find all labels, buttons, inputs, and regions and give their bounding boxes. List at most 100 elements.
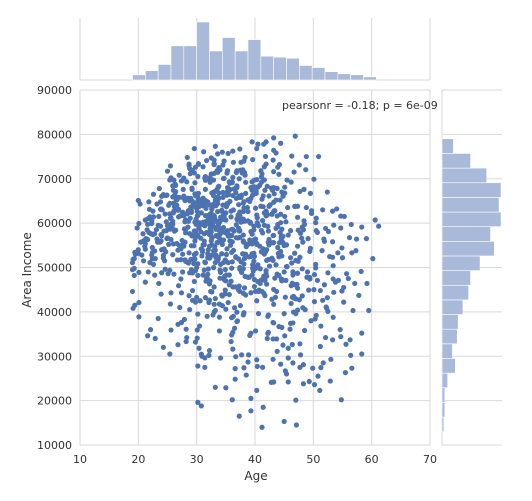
scatter-point (347, 337, 353, 343)
scatter-point (348, 221, 354, 228)
scatter-point (248, 408, 254, 414)
scatter-point (318, 323, 324, 329)
scatter-point (152, 272, 158, 278)
scatter-point (185, 218, 192, 224)
scatter-point (145, 333, 151, 339)
y-tick-label: 70000 (37, 173, 72, 186)
scatter-point (275, 244, 281, 251)
scatter-point (301, 218, 307, 224)
y-tick-label: 90000 (37, 84, 72, 97)
scatter-point (230, 192, 236, 199)
scatter-point (241, 261, 247, 267)
scatter-point (285, 232, 291, 238)
scatter-point (209, 289, 215, 295)
scatter-point (228, 208, 234, 214)
scatter-point (131, 272, 137, 279)
scatter-point (279, 189, 285, 195)
scatter-point (142, 279, 148, 285)
scatter-point (215, 208, 221, 215)
scatter-point (247, 238, 253, 244)
scatter-point (353, 236, 360, 242)
scatter-point (157, 223, 164, 229)
top-hist-bar (234, 50, 249, 81)
scatter-point (152, 335, 158, 342)
scatter-point (192, 339, 199, 345)
scatter-point (248, 395, 254, 401)
scatter-point (299, 266, 305, 272)
scatter-point (171, 208, 177, 214)
scatter-point (196, 204, 202, 210)
scatter-point (153, 226, 160, 233)
scatter-point (184, 154, 190, 161)
scatter-point (191, 278, 197, 285)
right-hist-bar (441, 343, 453, 359)
scatter-point (260, 404, 266, 410)
scatter-point (145, 221, 151, 227)
scatter-point (196, 323, 203, 329)
scatter-point (195, 272, 201, 279)
scatter-point (319, 248, 325, 254)
scatter-point (288, 179, 294, 185)
scatter-point (132, 302, 138, 308)
scatter-point (323, 304, 329, 310)
scatter-point (243, 179, 249, 185)
scatter-point (159, 207, 165, 213)
top-hist-bar (157, 64, 172, 81)
top-hist-bar (350, 74, 364, 81)
scatter-point (263, 139, 269, 145)
scatter-point (132, 251, 139, 257)
scatter-point (271, 147, 277, 153)
scatter-point (159, 270, 165, 276)
scatter-point (170, 183, 176, 189)
scatter-point (161, 228, 167, 234)
scatter-point (202, 212, 209, 219)
scatter-point (266, 242, 272, 248)
scatter-point (142, 217, 148, 223)
scatter-point (254, 263, 260, 270)
right-hist-bar (441, 372, 449, 389)
scatter-point (210, 265, 217, 271)
scatter-point (179, 237, 185, 244)
scatter-point (276, 240, 283, 246)
scatter-point (292, 133, 298, 139)
scatter-point (150, 191, 157, 197)
scatter-point (236, 413, 242, 419)
scatter-point (230, 159, 237, 165)
scatter-point (277, 229, 283, 236)
y-tick-label: 30000 (37, 350, 72, 363)
scatter-point (182, 230, 189, 236)
scatter-point (294, 243, 301, 249)
scatter-point (200, 242, 206, 248)
scatter-point (203, 229, 210, 236)
scatter-point (245, 208, 251, 215)
scatter-point (233, 222, 239, 228)
scatter-point (146, 229, 152, 236)
scatter-point (270, 232, 276, 239)
scatter-point (233, 254, 239, 260)
scatter-point (317, 387, 323, 394)
scatter-point (219, 216, 225, 223)
right-hist-bar (441, 328, 458, 345)
scatter-point (176, 194, 182, 200)
scatter-point (163, 192, 169, 199)
scatter-point (324, 189, 330, 195)
scatter-point (266, 193, 272, 199)
scatter-point (229, 179, 235, 185)
scatter-point (180, 269, 186, 275)
scatter-point (171, 177, 177, 183)
scatter-point (247, 198, 253, 204)
scatter-point (295, 258, 301, 264)
scatter-point (186, 293, 192, 299)
right-hist-bar (441, 197, 500, 213)
scatter-point (131, 265, 137, 271)
scatter-point (232, 366, 238, 372)
scatter-point (156, 213, 162, 220)
scatter-point (222, 267, 228, 273)
scatter-point (325, 308, 331, 315)
scatter-point (241, 285, 248, 291)
scatter-point (135, 247, 141, 253)
scatter-point (175, 321, 181, 327)
scatter-point (227, 198, 233, 204)
scatter-point (290, 320, 296, 326)
